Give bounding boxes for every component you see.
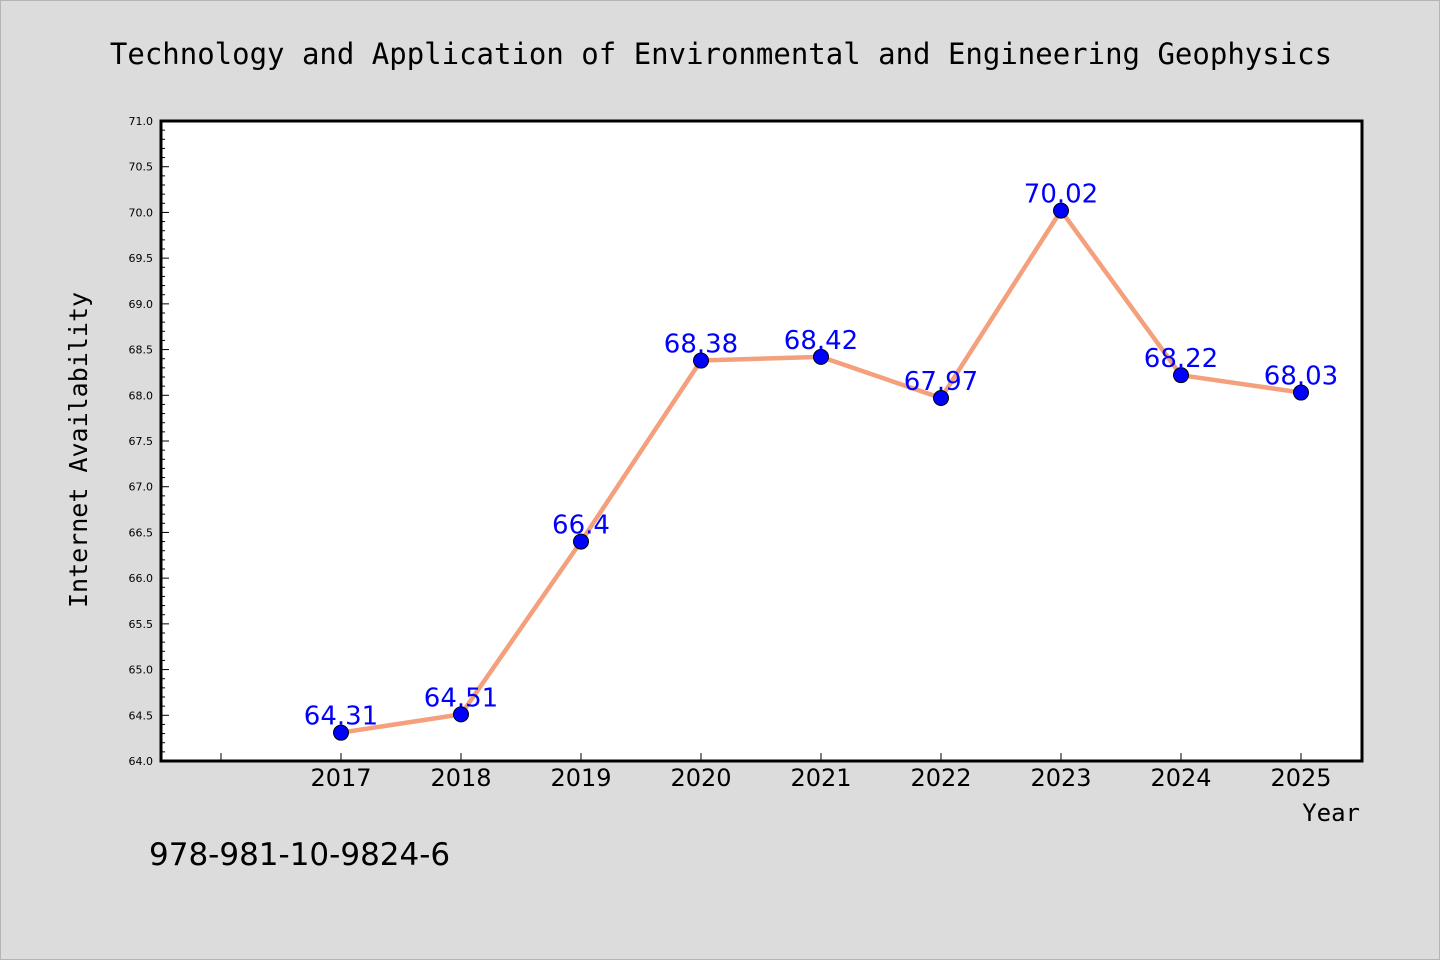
y-tick-label: 64.0 (129, 755, 154, 768)
y-tick-label: 69.0 (129, 298, 154, 311)
data-point (1173, 367, 1189, 384)
y-tick-label: 67.5 (129, 435, 154, 448)
y-tick-label: 66.5 (129, 526, 154, 539)
data-label: 70.02 (1024, 180, 1098, 210)
data-label: 67.97 (904, 367, 978, 397)
data-point (453, 706, 469, 723)
data-label: 66.4 (552, 511, 610, 541)
x-tick-label: 2017 (310, 764, 371, 792)
x-tick-label: 2025 (1270, 764, 1331, 792)
series-internet-availability: 64.31 64.51 66.4 68.38 68.42 67.97 70.02 68.22 6… (304, 180, 1338, 741)
data-point (1053, 202, 1069, 219)
data-point (573, 533, 589, 550)
x-tick-label: 2021 (790, 764, 851, 792)
data-point (693, 352, 709, 369)
x-axis: 2017 2018 2019 2020 2021 2022 2023 2024 2025 (220, 753, 1332, 792)
y-tick-label: 66.0 (129, 572, 154, 585)
x-tick-label: 2019 (550, 764, 611, 792)
y-tick-label: 70.5 (129, 161, 154, 174)
x-tick-label: 2024 (1150, 764, 1211, 792)
data-label: 64.51 (424, 683, 498, 713)
data-label: 68.03 (1264, 362, 1338, 392)
y-tick-label: 64.5 (129, 709, 154, 722)
data-point (813, 348, 829, 365)
y-tick-label: 71.0 (129, 115, 154, 128)
y-axis: 64.0 64.5 65.0 65.5 66.0 66.5 67.0 67.5 68.0 68.5… (129, 115, 169, 768)
y-tick-label: 67.0 (129, 481, 154, 494)
x-axis-label: Year (1302, 799, 1360, 827)
data-point (933, 390, 949, 407)
data-label: 68.42 (784, 326, 858, 356)
data-point (333, 724, 349, 741)
y-tick-label: 68.5 (129, 344, 154, 357)
y-tick-label: 65.5 (129, 618, 154, 631)
x-tick-label: 2022 (910, 764, 971, 792)
x-tick-label: 2023 (1030, 764, 1091, 792)
y-tick-label: 69.5 (129, 252, 154, 265)
x-tick-label: 2018 (430, 764, 491, 792)
x-tick-label: 2020 (670, 764, 731, 792)
data-label: 64.31 (304, 702, 378, 732)
y-tick-label: 65.0 (129, 664, 154, 677)
isbn-footer: 978-981-10-9824-6 (149, 837, 450, 873)
y-tick-label: 68.0 (129, 389, 154, 402)
chart-title: Technology and Application of Environmen… (110, 37, 1332, 71)
y-tick-label: 70.0 (129, 206, 154, 219)
plot-area (159, 119, 1364, 763)
data-label: 68.38 (664, 330, 738, 360)
data-point (1293, 384, 1309, 401)
data-label: 68.22 (1144, 344, 1218, 374)
y-axis-label: Internet Availability (64, 292, 93, 608)
